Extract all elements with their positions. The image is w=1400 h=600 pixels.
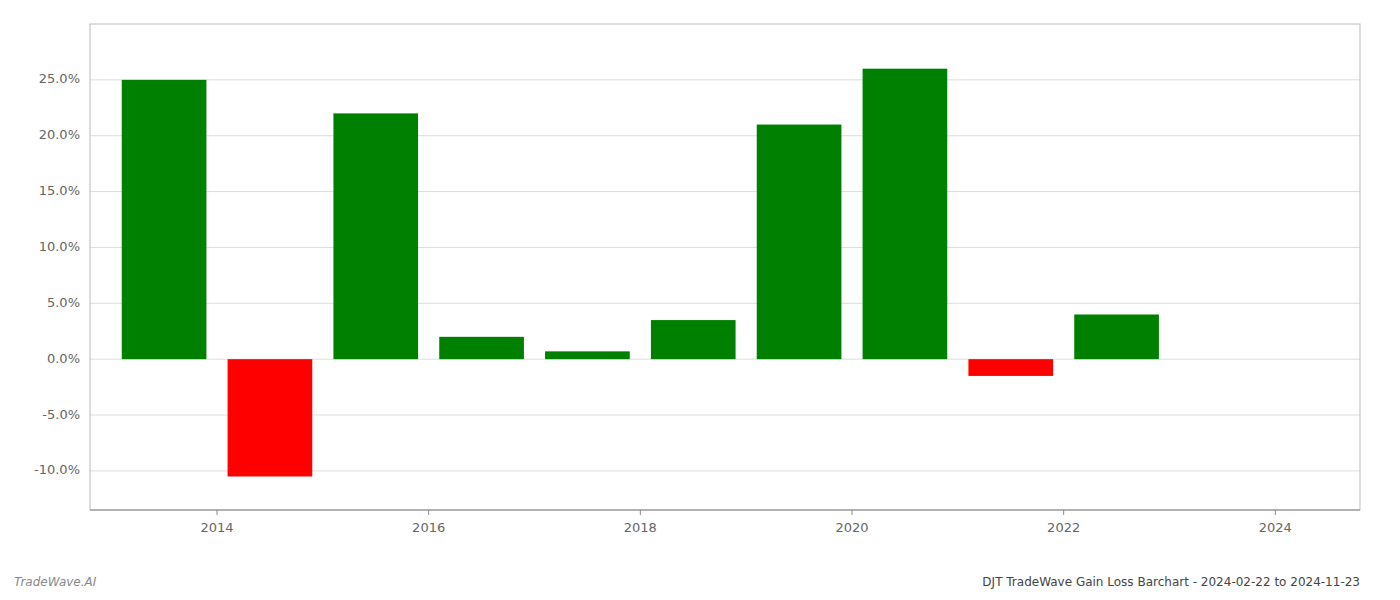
y-tick-label: 20.0%	[39, 127, 80, 142]
grid-line	[90, 191, 1360, 192]
bar	[651, 320, 736, 359]
grid-line	[90, 247, 1360, 248]
x-tick-label: 2024	[1259, 520, 1292, 535]
bar	[1074, 314, 1159, 359]
x-tick	[1063, 510, 1064, 515]
grid-line	[90, 303, 1360, 304]
bar	[333, 113, 418, 359]
x-tick-label: 2016	[412, 520, 445, 535]
x-tick	[217, 510, 218, 515]
y-tick-label: -10.0%	[34, 462, 80, 477]
bar	[863, 69, 948, 359]
bar	[968, 359, 1053, 376]
x-tick-label: 2014	[200, 520, 233, 535]
bar	[439, 337, 524, 359]
x-tick	[852, 510, 853, 515]
x-tick	[640, 510, 641, 515]
y-tick-labels: -10.0% -5.0% 0.0% 5.0% 10.0% 15.0% 20.0% 25.0%	[34, 71, 80, 477]
bars	[122, 69, 1159, 477]
x-tick	[1275, 510, 1276, 515]
y-tick-label: 0.0%	[47, 351, 80, 366]
y-tick-label: -5.0%	[42, 407, 80, 422]
x-axis-line	[90, 509, 1360, 510]
x-tick	[428, 510, 429, 515]
chart: -10.0% -5.0% 0.0% 5.0% 10.0% 15.0% 20.0% 25.0% 2…	[0, 0, 1400, 600]
plot-frame	[90, 24, 1360, 510]
y-tick-label: 15.0%	[39, 183, 80, 198]
x-tick-label: 2022	[1047, 520, 1080, 535]
title: DJT TradeWave Gain Loss Barchart - 2024-…	[982, 575, 1360, 589]
grid-line	[90, 135, 1360, 136]
y-tick-label: 25.0%	[39, 71, 80, 86]
bar	[757, 125, 842, 360]
bar	[228, 359, 313, 476]
bar	[122, 80, 207, 359]
x-tick-label: 2018	[624, 520, 657, 535]
y-tick-label: 10.0%	[39, 239, 80, 254]
x-ticks: 2014 2016 2018 2020 2022 2024	[200, 510, 1291, 535]
y-tick-label: 5.0%	[47, 295, 80, 310]
x-tick-label: 2020	[835, 520, 868, 535]
grid-line	[90, 79, 1360, 80]
bar	[545, 351, 630, 359]
watermark: TradeWave.AI	[14, 575, 97, 589]
